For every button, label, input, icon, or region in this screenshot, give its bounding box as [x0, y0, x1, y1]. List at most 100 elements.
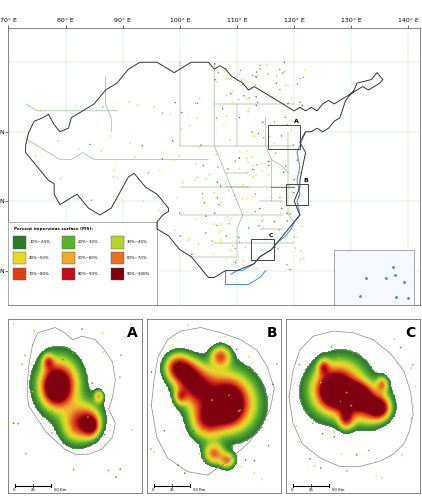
- Point: [253, 92, 260, 100]
- Point: [185, 234, 192, 242]
- Point: [140, 197, 146, 205]
- Point: [253, 68, 260, 76]
- Point: [232, 157, 239, 165]
- Point: [211, 60, 218, 68]
- Point: [222, 332, 228, 340]
- Point: [259, 130, 265, 138]
- Text: 0: 0: [151, 488, 154, 492]
- Point: [212, 76, 219, 84]
- Point: [235, 95, 242, 103]
- Point: [111, 166, 118, 174]
- Point: [172, 226, 179, 234]
- Point: [266, 158, 273, 166]
- Point: [328, 343, 335, 351]
- Point: [281, 68, 288, 76]
- Point: [258, 246, 265, 254]
- Point: [241, 92, 247, 100]
- Point: [227, 246, 234, 254]
- Point: [276, 226, 282, 234]
- Point: [88, 196, 95, 204]
- Point: [148, 368, 155, 376]
- Point: [284, 232, 291, 240]
- Point: [69, 349, 76, 357]
- Point: [254, 71, 261, 79]
- Point: [150, 448, 157, 456]
- Point: [219, 342, 225, 350]
- Point: [22, 352, 28, 360]
- Text: 25: 25: [31, 488, 35, 492]
- Point: [235, 407, 242, 415]
- Point: [273, 72, 280, 80]
- Point: [116, 373, 123, 381]
- Point: [278, 132, 285, 140]
- Point: [223, 232, 230, 240]
- Point: [129, 426, 135, 434]
- Point: [228, 214, 235, 222]
- Point: [139, 142, 146, 150]
- Point: [297, 74, 303, 82]
- Point: [232, 258, 239, 266]
- Point: [230, 242, 236, 250]
- Point: [299, 102, 306, 110]
- Point: [194, 99, 201, 107]
- Point: [48, 408, 55, 416]
- Point: [223, 112, 230, 120]
- Text: A: A: [127, 326, 138, 340]
- Point: [211, 188, 218, 196]
- Point: [244, 147, 251, 155]
- Point: [170, 156, 177, 164]
- Point: [226, 220, 233, 228]
- Point: [231, 192, 238, 200]
- Point: [273, 93, 279, 101]
- Text: B: B: [266, 326, 277, 340]
- Point: [284, 260, 290, 268]
- Point: [288, 422, 295, 430]
- Point: [353, 451, 360, 459]
- Point: [249, 85, 255, 93]
- Point: [189, 250, 195, 258]
- Point: [410, 402, 417, 410]
- Point: [11, 419, 17, 427]
- Point: [294, 156, 301, 164]
- Point: [373, 472, 380, 480]
- Point: [222, 64, 229, 72]
- Point: [408, 414, 415, 422]
- Point: [217, 220, 224, 228]
- Point: [297, 98, 303, 106]
- Point: [349, 350, 356, 358]
- Point: [184, 236, 191, 244]
- Point: [190, 427, 197, 435]
- Point: [241, 76, 248, 84]
- Point: [174, 194, 181, 202]
- Point: [200, 194, 206, 202]
- Point: [284, 217, 291, 225]
- Point: [232, 244, 238, 252]
- Point: [168, 238, 175, 246]
- Point: [210, 250, 216, 258]
- Point: [261, 236, 268, 244]
- Text: 50 Km: 50 Km: [332, 488, 344, 492]
- Point: [253, 171, 260, 179]
- Point: [244, 208, 251, 216]
- Point: [214, 163, 221, 171]
- Point: [226, 216, 233, 224]
- Point: [265, 442, 272, 450]
- Point: [49, 429, 55, 437]
- Point: [196, 94, 203, 102]
- Point: [110, 173, 117, 181]
- Point: [29, 388, 36, 396]
- Point: [287, 181, 293, 189]
- Point: [257, 61, 263, 69]
- Point: [259, 217, 265, 225]
- Point: [145, 169, 151, 177]
- Point: [274, 244, 281, 252]
- Point: [216, 230, 223, 237]
- Point: [307, 455, 314, 463]
- Point: [87, 140, 93, 148]
- Point: [232, 195, 238, 203]
- Point: [194, 174, 200, 182]
- Point: [331, 428, 338, 436]
- Point: [218, 198, 225, 206]
- Point: [251, 469, 257, 477]
- Point: [279, 69, 286, 77]
